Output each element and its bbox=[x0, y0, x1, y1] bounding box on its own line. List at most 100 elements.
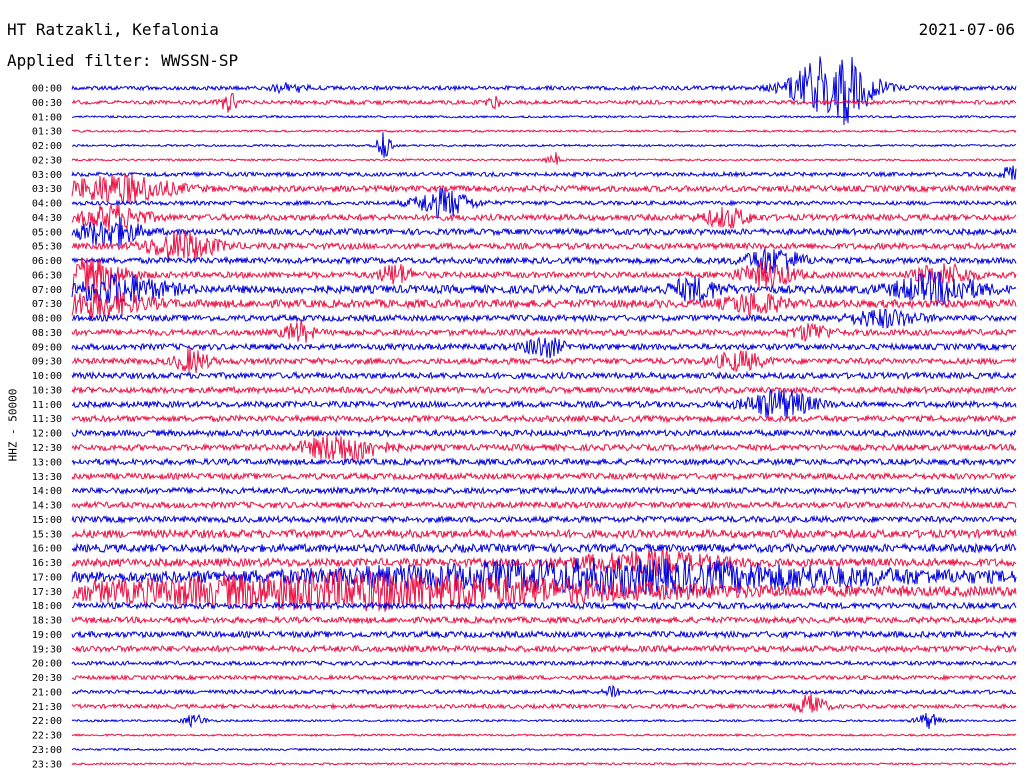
row-tick-label: 07:00 bbox=[32, 285, 62, 296]
seismic-trace bbox=[71, 434, 1017, 463]
row-tick-label: 12:00 bbox=[32, 429, 62, 440]
row-tick-label: 14:00 bbox=[32, 486, 62, 497]
seismic-trace bbox=[71, 747, 1017, 752]
seismic-trace bbox=[71, 336, 1017, 359]
row-tick-label: 14:30 bbox=[32, 501, 62, 512]
row-tick-label: 15:30 bbox=[32, 529, 62, 540]
seismic-trace bbox=[71, 692, 1017, 714]
row-tick-label: 13:00 bbox=[32, 457, 62, 468]
row-tick-label: 03:00 bbox=[32, 170, 62, 181]
seismic-trace bbox=[71, 643, 1017, 654]
row-tick-label: 20:30 bbox=[32, 673, 62, 684]
seismic-trace bbox=[71, 389, 1017, 420]
seismic-trace bbox=[71, 548, 1017, 577]
seismic-trace bbox=[71, 600, 1017, 611]
row-tick-label: 10:30 bbox=[32, 385, 62, 396]
tick-label-group: 00:00 00:30 01:00 01:30 02:00 02:30 03:00 03:30… bbox=[32, 84, 62, 771]
row-tick-label: 05:30 bbox=[32, 242, 62, 253]
seismic-trace bbox=[71, 514, 1017, 525]
seismic-trace bbox=[71, 257, 1017, 293]
row-tick-label: 19:30 bbox=[32, 644, 62, 655]
seismic-trace bbox=[71, 761, 1017, 766]
row-tick-label: 08:00 bbox=[32, 314, 62, 325]
seismic-trace bbox=[71, 527, 1017, 540]
seismic-trace bbox=[71, 413, 1017, 424]
filter-label: Applied filter: WWSSN-SP bbox=[7, 51, 239, 70]
row-tick-label: 02:00 bbox=[32, 141, 62, 152]
seismic-trace bbox=[71, 270, 1017, 308]
row-tick-label: 23:00 bbox=[32, 745, 62, 756]
row-tick-label: 06:30 bbox=[32, 270, 62, 281]
seismic-trace bbox=[71, 203, 1017, 232]
seismic-trace bbox=[71, 56, 1017, 126]
seismic-trace bbox=[71, 129, 1017, 134]
seismic-trace bbox=[71, 542, 1017, 554]
row-tick-label: 00:30 bbox=[32, 98, 62, 109]
row-tick-label: 17:30 bbox=[32, 587, 62, 598]
seismic-trace bbox=[71, 457, 1017, 467]
row-tick-label: 05:00 bbox=[32, 227, 62, 238]
row-tick-label: 21:30 bbox=[32, 702, 62, 713]
row-tick-label: 18:30 bbox=[32, 616, 62, 627]
seismic-trace bbox=[71, 713, 1017, 729]
row-tick-label: 09:00 bbox=[32, 342, 62, 353]
seismic-trace bbox=[71, 615, 1017, 625]
seismic-trace bbox=[71, 187, 1017, 219]
seismic-trace bbox=[71, 733, 1017, 738]
seismic-trace bbox=[71, 287, 1017, 319]
row-tick-label: 09:30 bbox=[32, 357, 62, 368]
row-tick-label: 15:00 bbox=[32, 515, 62, 526]
row-tick-label: 02:30 bbox=[32, 155, 62, 166]
station-title: HT Ratzakli, Kefalonia bbox=[7, 20, 219, 39]
seismic-trace bbox=[71, 114, 1017, 119]
row-tick-label: 20:00 bbox=[32, 659, 62, 670]
row-tick-label: 23:30 bbox=[32, 759, 62, 770]
row-tick-label: 19:00 bbox=[32, 630, 62, 641]
seismic-trace bbox=[71, 370, 1017, 381]
trace-group bbox=[71, 56, 1017, 766]
row-tick-label: 21:00 bbox=[32, 687, 62, 698]
row-tick-label: 18:00 bbox=[32, 601, 62, 612]
seismic-trace bbox=[71, 348, 1017, 373]
row-tick-label: 04:30 bbox=[32, 213, 62, 224]
row-tick-label: 08:30 bbox=[32, 328, 62, 339]
seismic-trace bbox=[71, 132, 1017, 158]
seismic-trace bbox=[71, 485, 1017, 496]
row-tick-label: 22:30 bbox=[32, 731, 62, 742]
row-tick-label: 04:00 bbox=[32, 199, 62, 210]
row-tick-label: 17:00 bbox=[32, 572, 62, 583]
row-tick-label: 01:00 bbox=[32, 112, 62, 123]
row-tick-label: 06:00 bbox=[32, 256, 62, 267]
seismic-trace bbox=[71, 152, 1017, 165]
seismic-trace bbox=[71, 629, 1017, 640]
row-tick-label: 01:30 bbox=[32, 127, 62, 138]
seismic-trace bbox=[71, 385, 1017, 395]
row-tick-label: 03:30 bbox=[32, 184, 62, 195]
row-tick-label: 11:30 bbox=[32, 414, 62, 425]
seismic-trace bbox=[71, 165, 1017, 180]
seismic-trace bbox=[71, 92, 1017, 113]
row-tick-label: 11:00 bbox=[32, 400, 62, 411]
seismic-trace bbox=[71, 172, 1017, 205]
row-tick-label: 10:00 bbox=[32, 371, 62, 382]
seismic-trace bbox=[71, 569, 1017, 613]
row-tick-label: 22:00 bbox=[32, 716, 62, 727]
seismic-trace bbox=[71, 428, 1017, 438]
seismic-trace bbox=[71, 659, 1017, 668]
row-tick-label: 12:30 bbox=[32, 443, 62, 454]
seismic-trace bbox=[71, 217, 1017, 247]
date-label: 2021-07-06 bbox=[918, 20, 1015, 39]
row-tick-label: 07:30 bbox=[32, 299, 62, 310]
row-tick-label: 16:00 bbox=[32, 544, 62, 555]
row-tick-label: 00:00 bbox=[32, 84, 62, 95]
seismic-trace bbox=[71, 230, 1017, 261]
seismic-trace bbox=[71, 247, 1017, 274]
seismic-trace bbox=[71, 308, 1017, 329]
row-tick-label: 13:30 bbox=[32, 472, 62, 483]
seismic-trace bbox=[71, 471, 1017, 482]
seismic-trace bbox=[71, 320, 1017, 343]
seismic-trace bbox=[71, 684, 1017, 698]
seismic-trace bbox=[71, 500, 1017, 510]
seismic-trace bbox=[71, 673, 1017, 682]
